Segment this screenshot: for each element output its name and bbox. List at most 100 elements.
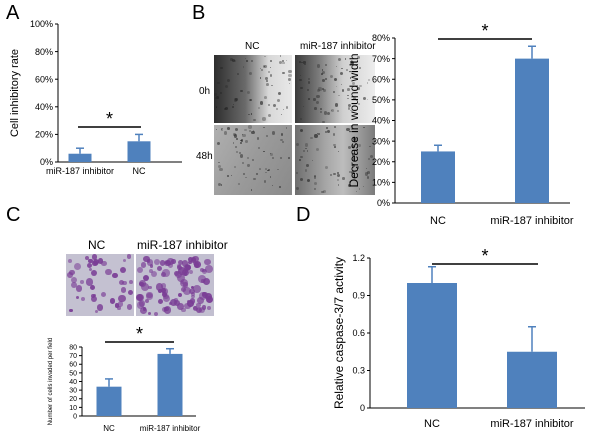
panel-c-y-tick-label: 20 bbox=[69, 396, 77, 403]
cell-speck bbox=[243, 66, 245, 68]
cell-speck bbox=[333, 143, 336, 147]
stained-cell bbox=[68, 258, 73, 263]
stained-cell bbox=[163, 306, 171, 314]
panel-b-y-tick-label: 70% bbox=[372, 54, 390, 64]
panel-d-bar bbox=[507, 351, 557, 408]
stained-cell bbox=[184, 269, 189, 274]
cell-speck bbox=[350, 62, 354, 66]
panel-d-y-tick-label: 0.9 bbox=[352, 291, 365, 301]
cell-speck bbox=[308, 78, 311, 81]
stained-cell bbox=[117, 306, 121, 310]
stained-cell bbox=[159, 260, 166, 266]
cell-speck bbox=[354, 169, 357, 172]
cell-speck bbox=[230, 58, 233, 61]
cell-speck bbox=[218, 182, 222, 186]
wound-image-nc-0h bbox=[214, 55, 292, 123]
cell-speck bbox=[319, 107, 322, 110]
cell-speck bbox=[220, 66, 223, 70]
panel-a-significance-star: * bbox=[106, 109, 113, 129]
stained-cell bbox=[192, 255, 200, 263]
cell-speck bbox=[323, 111, 328, 115]
stained-cell bbox=[189, 289, 195, 295]
cell-speck bbox=[333, 90, 336, 93]
stained-cell bbox=[191, 294, 195, 299]
panel-c-category-label: miR-187 inhibitor bbox=[140, 424, 201, 433]
stained-cell bbox=[181, 307, 186, 312]
stained-cell bbox=[89, 284, 95, 290]
cell-speck bbox=[279, 186, 282, 189]
cell-speck bbox=[342, 177, 345, 180]
cell-speck bbox=[240, 89, 244, 93]
cell-speck bbox=[346, 68, 349, 72]
cell-speck bbox=[304, 168, 308, 172]
cell-speck bbox=[355, 190, 357, 193]
cell-speck bbox=[220, 184, 223, 187]
cell-speck bbox=[335, 65, 337, 67]
cell-speck bbox=[363, 97, 367, 101]
cell-speck bbox=[358, 144, 361, 147]
cell-speck bbox=[278, 61, 282, 65]
stained-cell bbox=[196, 302, 201, 308]
cell-speck bbox=[347, 97, 349, 100]
panel-d-y-tick-label: 0.6 bbox=[352, 328, 365, 338]
stained-cell bbox=[136, 294, 143, 302]
stained-cell bbox=[199, 292, 207, 300]
cell-speck bbox=[237, 182, 241, 186]
stained-cell bbox=[146, 259, 153, 266]
panel-b-y-tick-label: 20% bbox=[372, 157, 390, 167]
cell-speck bbox=[303, 61, 306, 64]
cell-speck bbox=[219, 91, 222, 95]
cell-speck bbox=[310, 136, 313, 140]
panel-b-bar bbox=[515, 58, 549, 203]
cell-speck bbox=[262, 117, 266, 121]
cell-speck bbox=[336, 109, 339, 112]
cell-speck bbox=[234, 60, 236, 62]
cell-speck bbox=[265, 77, 268, 80]
panel-label-a: A bbox=[6, 2, 20, 24]
invasion-col-label-inhibitor: miR-187 inhibitor bbox=[137, 238, 228, 252]
cell-speck bbox=[224, 84, 228, 89]
stained-cell bbox=[167, 258, 174, 265]
panel-a-y-tick-label: 40% bbox=[35, 102, 53, 112]
cell-speck bbox=[327, 111, 331, 115]
cell-speck bbox=[333, 126, 336, 129]
cell-speck bbox=[337, 151, 340, 153]
invasion-col-label-nc: NC bbox=[88, 238, 106, 252]
stained-cell bbox=[189, 298, 196, 304]
cell-speck bbox=[341, 67, 343, 70]
cell-speck bbox=[350, 61, 354, 65]
cell-speck bbox=[257, 106, 261, 110]
panel-c-y-tick-label: 40 bbox=[69, 379, 77, 386]
cell-speck bbox=[232, 142, 235, 144]
cell-speck bbox=[280, 55, 282, 57]
panel-d-y-tick-label: 0 bbox=[360, 403, 365, 413]
panel-c-significance-star: * bbox=[136, 324, 143, 344]
cell-speck bbox=[215, 106, 218, 108]
stained-cell bbox=[117, 301, 124, 308]
cell-speck bbox=[322, 71, 326, 75]
cell-speck bbox=[332, 133, 336, 136]
stained-cell bbox=[97, 258, 103, 264]
cell-speck bbox=[282, 141, 284, 143]
cell-speck bbox=[299, 117, 303, 121]
stained-cell bbox=[91, 293, 96, 298]
stained-cell bbox=[185, 264, 191, 271]
cell-speck bbox=[369, 154, 374, 158]
wound-row-label-0h: 0h bbox=[199, 86, 211, 97]
stained-cell bbox=[112, 273, 118, 279]
cell-speck bbox=[215, 95, 219, 99]
stained-cell bbox=[85, 255, 90, 260]
wound-image-inhibitor-48h bbox=[295, 125, 375, 195]
stained-cell bbox=[178, 267, 186, 276]
cell-speck bbox=[279, 157, 282, 160]
cell-speck bbox=[252, 130, 255, 132]
cell-speck bbox=[217, 82, 220, 85]
cell-speck bbox=[245, 176, 247, 179]
stained-cell bbox=[207, 306, 211, 310]
cell-speck bbox=[277, 98, 281, 103]
stained-cell bbox=[136, 267, 143, 274]
cell-speck bbox=[265, 168, 267, 170]
panel-c-y-tick-label: 30 bbox=[69, 388, 77, 395]
cell-speck bbox=[306, 150, 309, 152]
